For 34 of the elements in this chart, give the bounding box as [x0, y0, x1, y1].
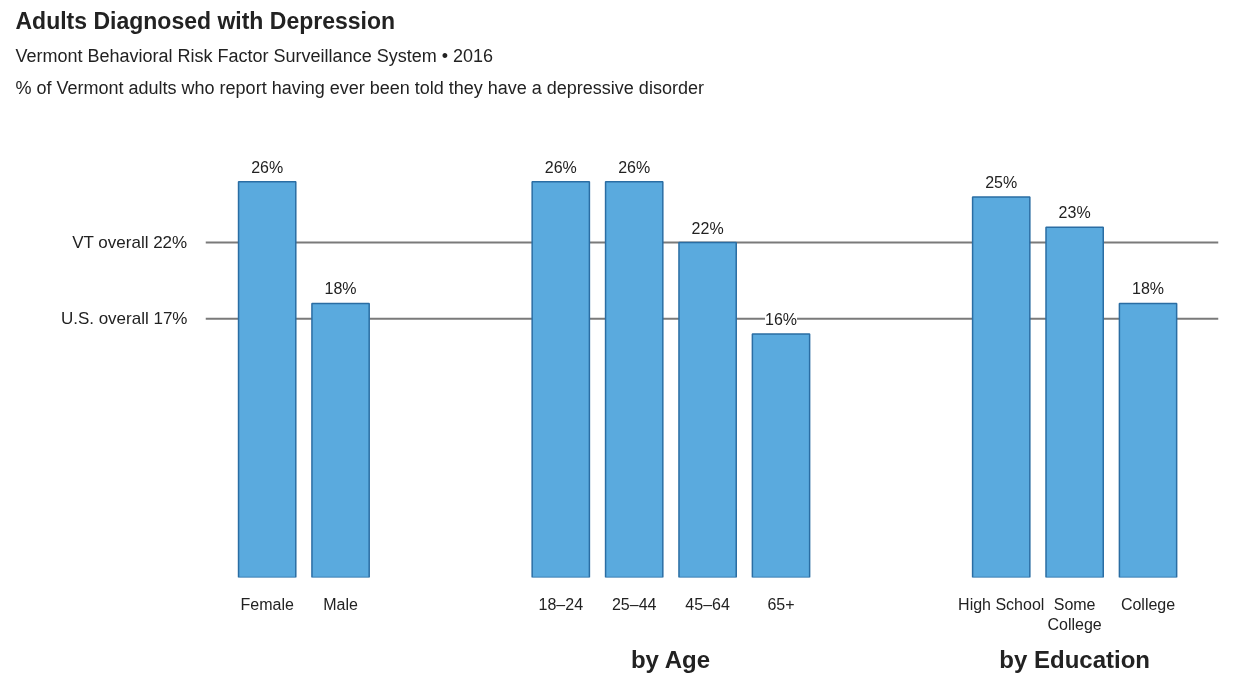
data-label: 18%: [324, 280, 357, 298]
x-tick-label: Female: [240, 595, 294, 613]
y-axis-title: % of Vermont adults who report having ever been told they have a depressive disorder: [15, 77, 704, 98]
x-tick-label: 18–24: [538, 595, 584, 613]
data-label: 18%: [1132, 280, 1165, 298]
bar: [237, 180, 297, 578]
data-label: 16%: [764, 310, 798, 328]
data-label: 26%: [618, 158, 651, 176]
bar: [971, 196, 1031, 578]
x-tick-label: 45–64: [685, 595, 730, 613]
bar: [1118, 302, 1178, 578]
bar: [531, 180, 591, 578]
data-label: 26%: [251, 158, 284, 176]
data-label: 25%: [985, 173, 1018, 191]
data-label: 22%: [691, 219, 724, 237]
data-label: 26%: [544, 158, 577, 176]
bar: [751, 333, 811, 578]
x-tick-label: Male: [323, 595, 359, 613]
bar: [311, 302, 370, 578]
x-tick-label: 25–44: [611, 595, 657, 613]
data-label: 23%: [1058, 204, 1091, 222]
x-tick-label: 65+: [767, 595, 795, 613]
chart-title: Adults Diagnosed with Depression: [15, 7, 396, 34]
bar: [678, 241, 737, 578]
x-tick-label: Some College: [1047, 595, 1102, 633]
x-tick-label: College: [1120, 595, 1176, 613]
x-tick-label: High School: [958, 595, 1045, 613]
ref-line-label: VT overall 22%: [72, 233, 188, 253]
text: by Age: [630, 645, 711, 673]
bar: [1045, 226, 1104, 578]
ref-line-label: U.S. overall 17%: [60, 309, 188, 329]
bar: [604, 180, 664, 578]
text: by Education: [999, 645, 1150, 673]
chart-subtitle: Vermont Behavioral Risk Factor Surveillance System • 2016: [15, 45, 494, 66]
